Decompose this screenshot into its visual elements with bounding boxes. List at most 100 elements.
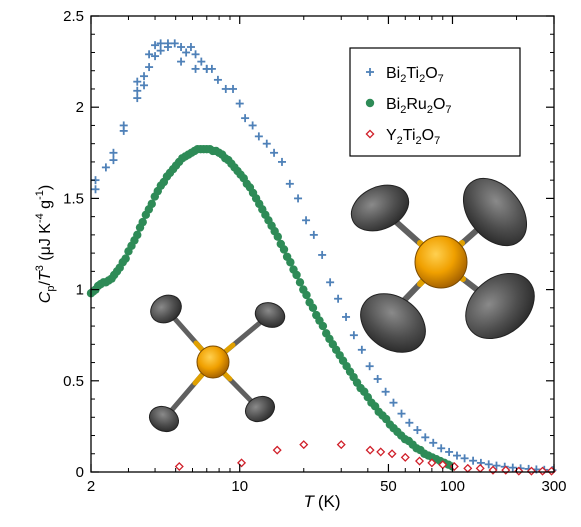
data-point — [140, 72, 149, 81]
data-point — [170, 39, 179, 48]
data-point — [365, 362, 374, 371]
x-tick-label: 300 — [541, 478, 566, 495]
data-point — [501, 465, 511, 475]
data-point — [133, 86, 142, 95]
data-point — [277, 157, 286, 166]
data-point — [342, 312, 351, 321]
data-point — [286, 258, 295, 267]
data-point — [145, 50, 154, 59]
data-point — [415, 456, 425, 466]
x-tick-label: 2 — [87, 478, 95, 495]
legend-entry: Bi2Ru2O7 — [365, 96, 452, 116]
legend-entry: Y2Ti2O7 — [365, 127, 440, 147]
data-point — [452, 451, 461, 460]
data-point — [387, 449, 397, 459]
data-point — [221, 84, 230, 93]
data-point — [376, 447, 386, 457]
data-point — [272, 445, 282, 455]
data-point — [413, 426, 422, 435]
data-point — [151, 52, 160, 61]
data-point — [197, 57, 206, 66]
data-point — [235, 99, 244, 108]
data-point — [213, 75, 222, 84]
data-point — [237, 458, 247, 468]
data-point — [469, 456, 478, 465]
data-point — [357, 345, 366, 354]
data-point — [365, 445, 375, 455]
data-point — [526, 466, 536, 476]
data-point — [429, 438, 438, 447]
data-point — [475, 463, 485, 473]
y-tick-label: 2.5 — [63, 8, 84, 25]
data-point — [133, 77, 142, 86]
data-point — [163, 39, 172, 48]
data-point — [109, 156, 118, 165]
data-point — [138, 217, 147, 227]
y-tick-label: 2 — [76, 99, 84, 116]
data-point — [295, 278, 305, 287]
data-point — [147, 199, 156, 209]
data-point — [381, 387, 390, 396]
y-tick-label: 0.5 — [63, 373, 84, 390]
data-point — [437, 444, 446, 453]
data-point — [302, 216, 311, 225]
y-tick-label: 1.5 — [63, 190, 84, 207]
data-point — [538, 466, 548, 476]
legend-marker — [365, 129, 375, 139]
legend-entry: Bi2Ti2O7 — [366, 65, 444, 85]
data-point — [177, 43, 186, 52]
data-point — [299, 440, 309, 450]
x-axis-label: T (K) — [303, 492, 340, 511]
data-point — [273, 232, 282, 241]
data-point — [151, 41, 160, 50]
data-point — [186, 43, 195, 52]
data-point — [254, 132, 263, 141]
plot-frame — [90, 15, 555, 473]
data-point — [174, 462, 184, 472]
data-point — [463, 463, 473, 473]
data-point — [156, 39, 165, 48]
legend-label: Y2Ti2O7 — [386, 127, 440, 147]
data-point — [318, 250, 327, 259]
data-point — [308, 303, 318, 313]
data-point — [292, 270, 301, 280]
legend-box — [349, 47, 521, 157]
data-point — [460, 454, 469, 463]
data-point — [133, 230, 142, 240]
data-point — [508, 463, 517, 472]
series-diamond — [174, 440, 557, 476]
data-point — [191, 64, 200, 73]
data-point — [326, 278, 335, 287]
data-point — [421, 433, 430, 442]
data-point — [241, 114, 250, 123]
data-point — [397, 409, 406, 418]
inset-left-structure — [148, 294, 286, 433]
data-point — [334, 294, 343, 303]
data-point — [101, 163, 110, 172]
data-point — [484, 460, 493, 469]
data-point — [140, 81, 149, 90]
data-point — [294, 194, 303, 203]
data-point — [309, 230, 318, 239]
data-point — [427, 458, 437, 468]
data-point — [279, 245, 289, 254]
data-point — [405, 418, 414, 427]
data-point — [119, 126, 128, 135]
y-tick-label: 1 — [76, 282, 84, 299]
data-point — [349, 331, 358, 340]
data-point — [400, 452, 410, 462]
data-point — [262, 139, 271, 148]
data-point — [156, 46, 165, 55]
legend-label: Bi2Ru2O7 — [386, 96, 452, 116]
y-tick-label: 0 — [76, 464, 84, 481]
data-point — [191, 50, 200, 59]
data-point — [207, 64, 216, 73]
data-point — [133, 94, 142, 103]
legend-marker — [366, 68, 374, 76]
data-point — [91, 185, 100, 194]
data-point — [109, 148, 118, 157]
data-point — [182, 48, 191, 57]
data-point — [145, 63, 154, 72]
data-point — [445, 447, 454, 456]
